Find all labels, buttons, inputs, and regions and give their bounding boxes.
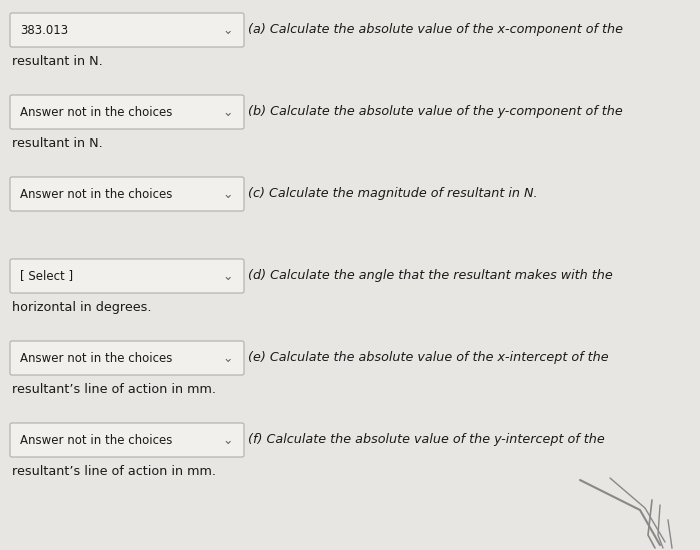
Text: Answer not in the choices: Answer not in the choices <box>20 433 172 447</box>
Text: resultant’s line of action in mm.: resultant’s line of action in mm. <box>12 383 216 396</box>
FancyBboxPatch shape <box>10 95 244 129</box>
FancyBboxPatch shape <box>10 423 244 457</box>
Text: ⌄: ⌄ <box>223 24 233 36</box>
FancyBboxPatch shape <box>10 259 244 293</box>
Text: (e) Calculate the absolute value of the x-intercept of the: (e) Calculate the absolute value of the … <box>248 351 608 365</box>
Text: ⌄: ⌄ <box>223 433 233 447</box>
FancyBboxPatch shape <box>10 177 244 211</box>
Text: [ Select ]: [ Select ] <box>20 270 73 283</box>
Text: Answer not in the choices: Answer not in the choices <box>20 351 172 365</box>
Text: resultant in N.: resultant in N. <box>12 55 103 68</box>
FancyBboxPatch shape <box>10 341 244 375</box>
Text: horizontal in degrees.: horizontal in degrees. <box>12 301 151 314</box>
Text: resultant in N.: resultant in N. <box>12 137 103 150</box>
Text: (f) Calculate the absolute value of the y-intercept of the: (f) Calculate the absolute value of the … <box>248 433 605 447</box>
Text: ⌄: ⌄ <box>223 188 233 201</box>
FancyBboxPatch shape <box>10 13 244 47</box>
Text: resultant’s line of action in mm.: resultant’s line of action in mm. <box>12 465 216 478</box>
Text: 383.013: 383.013 <box>20 24 68 36</box>
Text: Answer not in the choices: Answer not in the choices <box>20 106 172 118</box>
Text: ⌄: ⌄ <box>223 106 233 118</box>
Text: ⌄: ⌄ <box>223 351 233 365</box>
Text: (c) Calculate the magnitude of resultant in N.: (c) Calculate the magnitude of resultant… <box>248 188 538 201</box>
Text: (a) Calculate the absolute value of the x-component of the: (a) Calculate the absolute value of the … <box>248 24 623 36</box>
Text: (d) Calculate the angle that the resultant makes with the: (d) Calculate the angle that the resulta… <box>248 270 612 283</box>
Text: ⌄: ⌄ <box>223 270 233 283</box>
Text: (b) Calculate the absolute value of the y-component of the: (b) Calculate the absolute value of the … <box>248 106 623 118</box>
Text: Answer not in the choices: Answer not in the choices <box>20 188 172 201</box>
